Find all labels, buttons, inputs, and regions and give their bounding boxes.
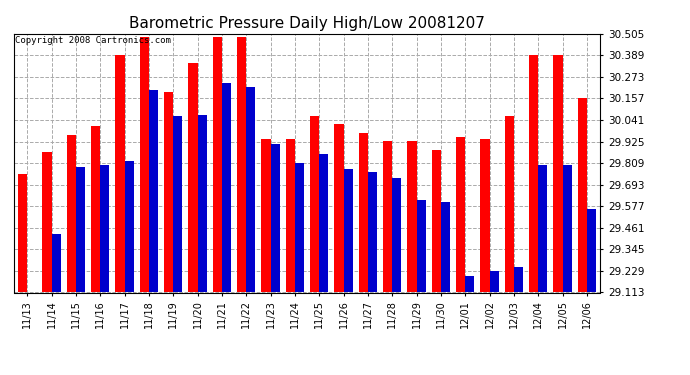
Bar — [480, 139, 490, 292]
Bar — [319, 154, 328, 292]
Bar — [213, 36, 222, 292]
Bar — [504, 117, 514, 292]
Bar — [538, 165, 547, 292]
Bar — [270, 144, 279, 292]
Bar — [392, 178, 402, 292]
Bar — [52, 234, 61, 292]
Bar — [18, 174, 27, 292]
Bar — [578, 98, 587, 292]
Bar — [407, 141, 417, 292]
Text: Copyright 2008 Cartronics.com: Copyright 2008 Cartronics.com — [15, 36, 171, 45]
Bar — [76, 166, 85, 292]
Bar — [246, 87, 255, 292]
Bar — [188, 63, 197, 292]
Bar — [139, 36, 149, 292]
Bar — [335, 124, 344, 292]
Bar — [344, 168, 353, 292]
Bar — [124, 161, 134, 292]
Bar — [286, 139, 295, 292]
Bar — [67, 135, 76, 292]
Bar — [149, 90, 158, 292]
Bar — [368, 172, 377, 292]
Bar — [173, 117, 182, 292]
Bar — [310, 117, 319, 292]
Bar — [456, 137, 465, 292]
Bar — [91, 126, 100, 292]
Bar — [164, 92, 173, 292]
Bar — [237, 36, 246, 292]
Bar — [562, 165, 572, 292]
Bar — [262, 139, 270, 292]
Bar — [295, 163, 304, 292]
Title: Barometric Pressure Daily High/Low 20081207: Barometric Pressure Daily High/Low 20081… — [129, 16, 485, 31]
Bar — [529, 55, 538, 292]
Bar — [222, 83, 231, 292]
Bar — [490, 271, 499, 292]
Bar — [383, 141, 392, 292]
Bar — [441, 202, 450, 292]
Bar — [100, 165, 110, 292]
Bar — [115, 55, 124, 292]
Bar — [417, 200, 426, 292]
Bar — [197, 115, 207, 292]
Bar — [514, 267, 523, 292]
Bar — [359, 133, 368, 292]
Bar — [42, 152, 52, 292]
Bar — [553, 55, 562, 292]
Bar — [465, 276, 475, 292]
Bar — [587, 209, 596, 292]
Bar — [432, 150, 441, 292]
